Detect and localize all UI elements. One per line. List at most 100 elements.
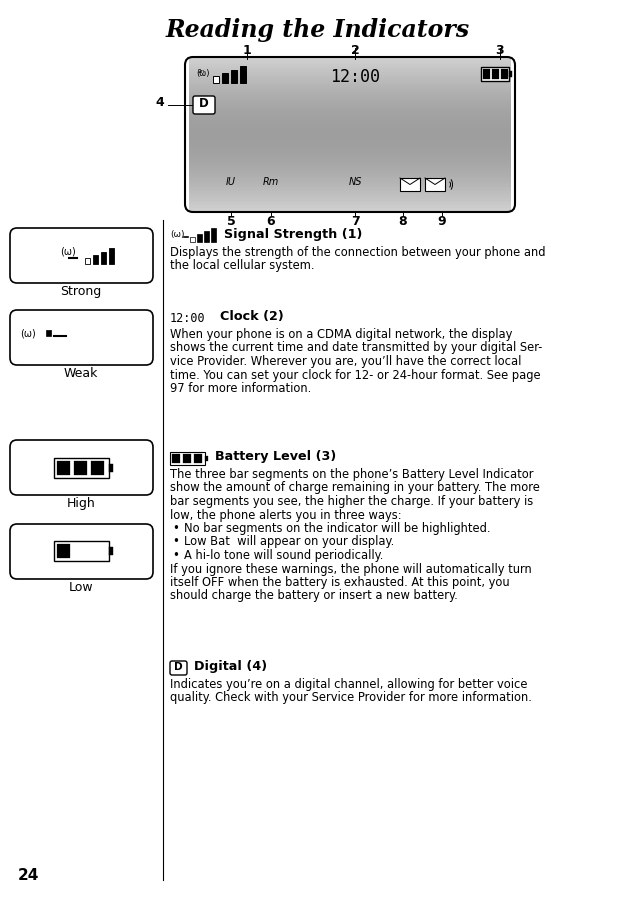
Bar xyxy=(189,208,511,210)
Bar xyxy=(400,178,420,191)
Text: low, the phone alerts you in three ways:: low, the phone alerts you in three ways: xyxy=(170,508,401,522)
Text: itself OFF when the battery is exhausted. At this point, you: itself OFF when the battery is exhausted… xyxy=(170,576,509,589)
Bar xyxy=(189,198,511,199)
Bar xyxy=(189,170,511,172)
Bar xyxy=(189,91,511,92)
Bar xyxy=(189,196,511,198)
Bar xyxy=(189,159,511,161)
Bar xyxy=(189,101,511,103)
Bar xyxy=(189,74,511,75)
Bar xyxy=(189,103,511,105)
Bar xyxy=(189,82,511,84)
Bar xyxy=(189,174,511,176)
Bar xyxy=(189,108,511,110)
Bar xyxy=(189,112,511,114)
Bar xyxy=(189,153,511,154)
Bar xyxy=(189,144,511,145)
Bar xyxy=(189,104,511,107)
Bar xyxy=(189,151,511,153)
Bar xyxy=(189,83,511,85)
Text: 5: 5 xyxy=(226,215,235,228)
Text: 2: 2 xyxy=(350,44,359,57)
Bar xyxy=(189,180,511,182)
Text: Indicates you’re on a digital channel, allowing for better voice: Indicates you’re on a digital channel, a… xyxy=(170,678,527,691)
Text: (ω): (ω) xyxy=(20,328,36,338)
Text: 97 for more information.: 97 for more information. xyxy=(170,382,311,395)
Text: Digital (4): Digital (4) xyxy=(194,660,267,673)
Bar xyxy=(170,452,205,465)
Bar xyxy=(231,70,237,83)
Bar xyxy=(54,458,109,478)
Text: Battery Level (3): Battery Level (3) xyxy=(215,450,336,463)
Text: should charge the battery or insert a new battery.: should charge the battery or insert a ne… xyxy=(170,589,458,603)
Bar xyxy=(189,116,511,118)
Bar xyxy=(189,140,511,142)
Bar xyxy=(189,165,511,167)
Text: Weak: Weak xyxy=(64,367,98,380)
Bar xyxy=(189,202,511,204)
Bar xyxy=(189,78,511,80)
Text: ²ⁿ: ²ⁿ xyxy=(198,69,205,78)
Text: Low Bat  will appear on your display.: Low Bat will appear on your display. xyxy=(184,535,394,549)
Bar xyxy=(189,84,511,86)
Bar xyxy=(189,119,511,120)
Bar xyxy=(213,76,219,83)
Bar xyxy=(57,461,70,475)
Text: time. You can set your clock for 12- or 24-hour format. See page: time. You can set your clock for 12- or … xyxy=(170,368,541,382)
Text: shows the current time and date transmitted by your digital Ser-: shows the current time and date transmit… xyxy=(170,341,543,355)
Bar xyxy=(189,121,511,124)
Bar xyxy=(189,162,511,164)
Text: 6: 6 xyxy=(266,215,275,228)
Text: A hi-lo tone will sound periodically.: A hi-lo tone will sound periodically. xyxy=(184,549,384,562)
Text: When your phone is on a CDMA digital network, the display: When your phone is on a CDMA digital net… xyxy=(170,328,513,341)
Bar xyxy=(189,127,511,128)
Bar xyxy=(509,71,512,77)
Bar xyxy=(189,100,511,102)
Bar xyxy=(189,114,511,116)
Bar xyxy=(54,541,109,561)
Bar xyxy=(189,67,511,69)
Bar xyxy=(189,97,511,99)
Bar xyxy=(240,66,246,83)
Text: 8: 8 xyxy=(399,215,407,228)
Text: (ω): (ω) xyxy=(196,69,209,78)
Text: •: • xyxy=(172,549,179,562)
Text: Rm: Rm xyxy=(263,177,279,187)
Bar xyxy=(189,72,511,74)
Text: D: D xyxy=(174,662,183,672)
Text: •: • xyxy=(172,535,179,549)
Bar xyxy=(189,193,511,195)
Bar xyxy=(189,137,511,139)
Bar xyxy=(189,183,511,186)
Bar xyxy=(189,176,511,178)
Text: Low: Low xyxy=(69,581,93,594)
Bar xyxy=(211,228,216,242)
Bar xyxy=(189,70,511,73)
Bar xyxy=(189,129,511,131)
Bar xyxy=(189,142,511,144)
Text: Strong: Strong xyxy=(60,285,102,298)
Bar xyxy=(57,544,70,558)
Bar xyxy=(189,87,511,90)
Bar xyxy=(189,93,511,96)
Bar xyxy=(91,461,104,475)
Bar xyxy=(189,195,511,197)
Text: show the amount of charge remaining in your battery. The more: show the amount of charge remaining in y… xyxy=(170,481,540,495)
Text: IU: IU xyxy=(226,177,236,187)
Bar xyxy=(189,132,511,135)
Bar xyxy=(189,155,511,158)
Bar xyxy=(189,65,511,66)
Text: High: High xyxy=(67,497,95,510)
Bar xyxy=(189,178,511,180)
Bar xyxy=(189,69,511,71)
Text: quality. Check with your Service Provider for more information.: quality. Check with your Service Provide… xyxy=(170,691,532,705)
Bar xyxy=(189,163,511,165)
Bar xyxy=(189,191,511,193)
Bar xyxy=(189,117,511,119)
Bar xyxy=(189,76,511,79)
Bar xyxy=(425,178,445,191)
Text: •: • xyxy=(172,522,179,535)
Text: 12:00: 12:00 xyxy=(170,312,205,325)
Bar xyxy=(189,189,511,192)
Bar xyxy=(189,66,511,68)
